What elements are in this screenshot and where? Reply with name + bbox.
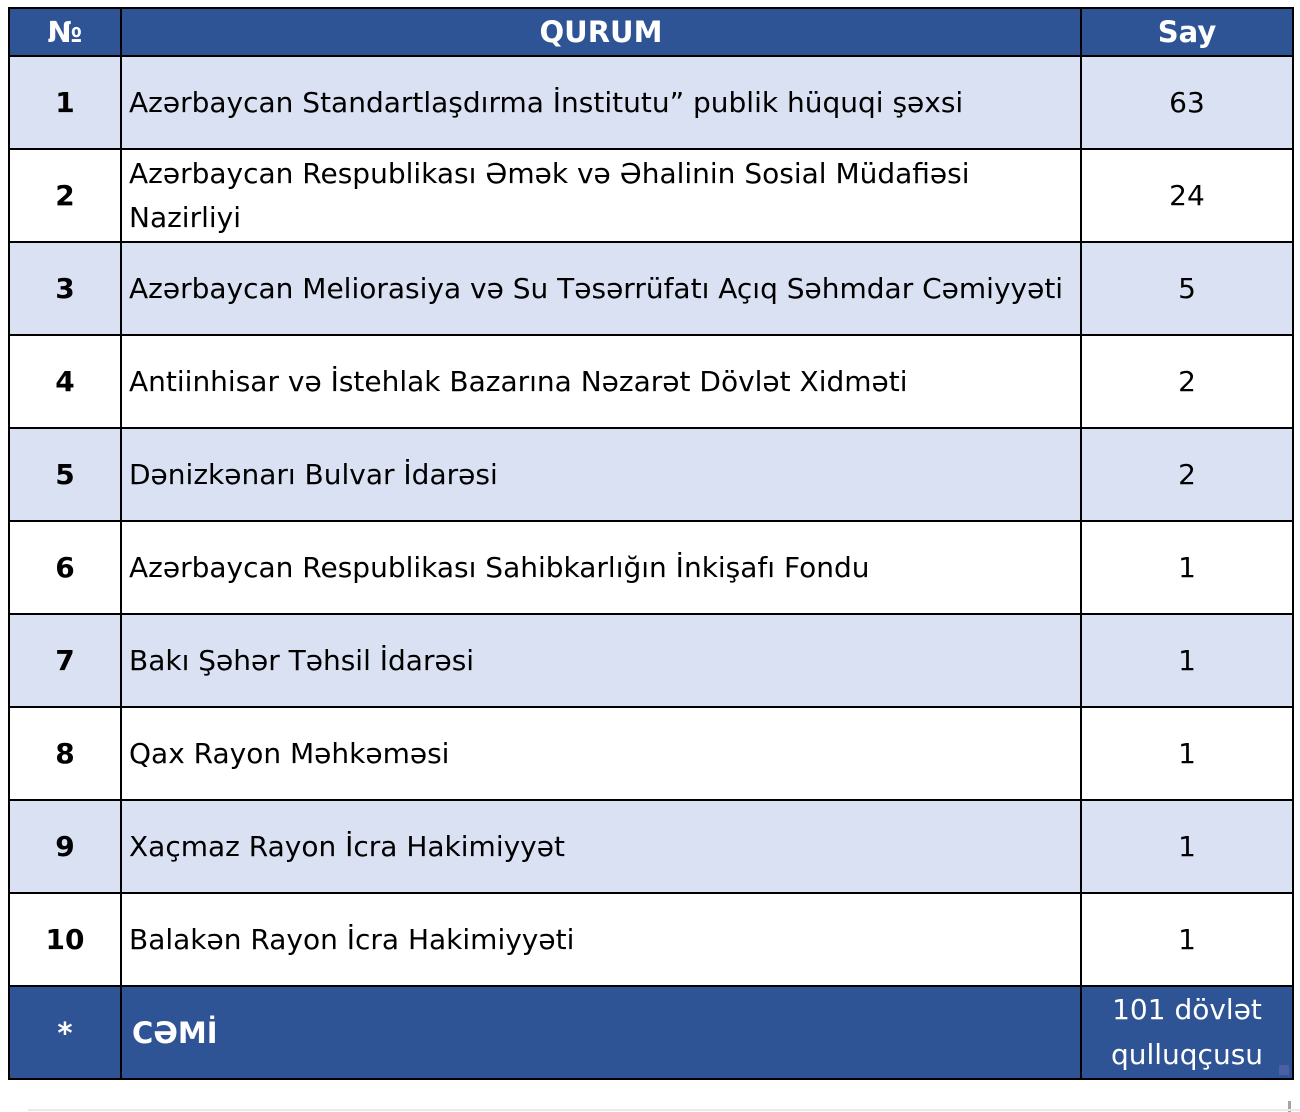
qurum-cell: Bakı Şəhər Təhsil İdarəsi — [120, 613, 1082, 708]
qurum-cell: Azərbaycan Standartlaşdırma İnstitutu” p… — [120, 55, 1082, 150]
total-value-text: 101 dövlət qulluqçusu — [1110, 992, 1264, 1071]
row-number-cell: 4 — [8, 334, 122, 429]
header-cell-qurum: QURUM — [120, 7, 1082, 57]
table-row: 1 Azərbaycan Standartlaşdırma İnstitutu”… — [8, 55, 1294, 150]
page-edge-line — [28, 1109, 1300, 1111]
qurum-cell: Azərbaycan Respublikası Əmək və Əhalinin… — [120, 148, 1082, 243]
total-label: CƏMİ — [120, 985, 1082, 1080]
say-cell: 1 — [1080, 520, 1294, 615]
row-number-cell: 8 — [8, 706, 122, 801]
table-row: 9 Xaçmaz Rayon İcra Hakimiyyət 1 — [8, 799, 1294, 894]
table-row: 4 Antiinhisar və İstehlak Bazarına Nəzar… — [8, 334, 1294, 429]
qurum-cell: Qax Rayon Məhkəməsi — [120, 706, 1082, 801]
qurum-cell: Antiinhisar və İstehlak Bazarına Nəzarət… — [120, 334, 1082, 429]
say-cell: 2 — [1080, 427, 1294, 522]
qurum-cell: Azərbaycan Respublikası Sahibkarlığın İn… — [120, 520, 1082, 615]
table-row: 10 Balakən Rayon İcra Hakimiyyəti 1 — [8, 892, 1294, 987]
say-cell: 63 — [1080, 55, 1294, 150]
say-cell: 24 — [1080, 148, 1294, 243]
qurum-cell: Xaçmaz Rayon İcra Hakimiyyət — [120, 799, 1082, 894]
table-row: 8 Qax Rayon Məhkəməsi 1 — [8, 706, 1294, 801]
row-number-cell: 7 — [8, 613, 122, 708]
row-number-cell: 10 — [8, 892, 122, 987]
row-number-cell: 2 — [8, 148, 122, 243]
row-number-cell: 3 — [8, 241, 122, 336]
row-number-cell: 6 — [8, 520, 122, 615]
total-row-marker: * — [8, 985, 122, 1080]
say-cell: 5 — [1080, 241, 1294, 336]
qurum-cell: Azərbaycan Meliorasiya və Su Təsərrüfatı… — [120, 241, 1082, 336]
header-cell-no: № — [8, 7, 122, 57]
say-cell: 1 — [1080, 706, 1294, 801]
table-row: 7 Bakı Şəhər Təhsil İdarəsi 1 — [8, 613, 1294, 708]
say-cell: 1 — [1080, 613, 1294, 708]
say-cell: 1 — [1080, 892, 1294, 987]
say-cell: 2 — [1080, 334, 1294, 429]
total-value: 101 dövlət qulluqçusu — [1080, 985, 1294, 1080]
qurum-cell: Balakən Rayon İcra Hakimiyyəti — [120, 892, 1082, 987]
say-cell: 1 — [1080, 799, 1294, 894]
row-number-cell: 9 — [8, 799, 122, 894]
gridline-fragment — [1288, 1101, 1291, 1112]
table-row: 2 Azərbaycan Respublikası Əmək və Əhalin… — [8, 148, 1294, 243]
header-row: № QURUM Say — [8, 7, 1294, 57]
qurum-table: № QURUM Say 1 Azərbaycan Standartlaşdırm… — [8, 7, 1294, 1080]
total-row: * CƏMİ 101 dövlət qulluqçusu — [8, 985, 1294, 1080]
qurum-cell: Dənizkənarı Bulvar İdarəsi — [120, 427, 1082, 522]
table-row: 5 Dənizkənarı Bulvar İdarəsi 2 — [8, 427, 1294, 522]
table-row: 6 Azərbaycan Respublikası Sahibkarlığın … — [8, 520, 1294, 615]
table-row: 3 Azərbaycan Meliorasiya və Su Təsərrüfa… — [8, 241, 1294, 336]
table-resize-handle — [1279, 1065, 1289, 1075]
row-number-cell: 1 — [8, 55, 122, 150]
header-cell-say: Say — [1080, 7, 1294, 57]
row-number-cell: 5 — [8, 427, 122, 522]
